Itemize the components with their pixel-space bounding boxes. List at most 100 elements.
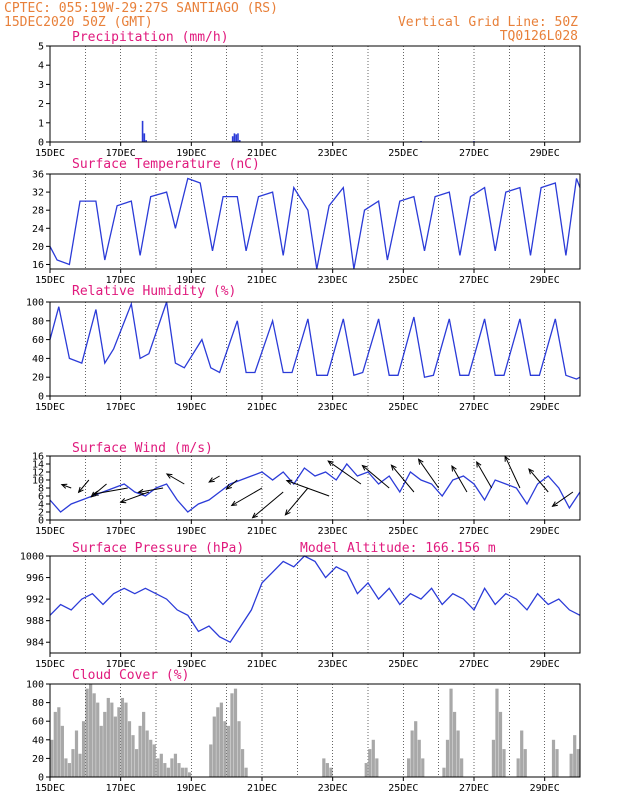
ytick-label-humidity: 100	[26, 298, 44, 309]
bar-cloud	[78, 753, 82, 777]
ytick-label-cloud: 0	[38, 773, 44, 784]
xtick-label-pressure: 27DEC	[459, 659, 489, 670]
panel-humidity: 0 20 40 60 80 100 15DEC 17DEC 19DEC 21DEC 23DEC 25D…	[26, 298, 581, 413]
bar-cloud	[322, 758, 326, 777]
ytick-label-precipitation: 4	[38, 61, 44, 72]
bar-cloud	[212, 716, 216, 777]
wind-vector	[284, 487, 309, 516]
bar-cloud	[407, 758, 411, 777]
bar-cloud	[89, 684, 93, 777]
bar-cloud	[99, 725, 103, 777]
bar-cloud	[127, 721, 132, 777]
bar-cloud	[67, 763, 72, 777]
bar-cloud	[456, 730, 460, 777]
xtick-label-wind: 21DEC	[247, 526, 277, 537]
bar-cloud	[120, 697, 125, 777]
xtick-label-precipitation: 19DEC	[176, 148, 206, 159]
xtick-label-temperature: 15DEC	[35, 275, 65, 286]
plot-frame-precipitation	[49, 45, 581, 143]
bar-cloud	[124, 702, 128, 777]
panel-cloud-title: Cloud Cover (%)	[72, 668, 189, 683]
bar-cloud	[53, 711, 57, 777]
bar-cloud	[103, 711, 107, 777]
bar-cloud	[240, 749, 245, 777]
bar-cloud	[223, 721, 227, 777]
ytick-label-humidity: 80	[32, 316, 44, 327]
bar-cloud	[375, 758, 379, 777]
xtick-label-precipitation: 17DEC	[106, 148, 136, 159]
ytick-label-precipitation: 0	[38, 138, 44, 149]
bar-cloud	[173, 753, 178, 777]
bar-cloud	[449, 688, 453, 777]
wind-vector	[208, 475, 220, 483]
bar-cloud	[421, 758, 425, 777]
wind-vector	[285, 479, 330, 497]
panel-temperature-title: Surface Temperature (nC)	[72, 157, 260, 172]
xtick-label-wind: 15DEC	[35, 526, 65, 537]
wind-vector	[551, 491, 574, 507]
xtick-label-temperature: 19DEC	[176, 275, 206, 286]
bar-cloud	[184, 767, 188, 777]
bar-precipitation	[141, 120, 144, 142]
bar-cloud	[64, 758, 68, 777]
ytick-label-precipitation: 1	[38, 118, 44, 129]
xtick-label-wind: 17DEC	[106, 526, 136, 537]
wind-vector	[390, 464, 415, 493]
ytick-label-humidity: 20	[32, 373, 44, 384]
xtick-label-cloud: 25DEC	[388, 783, 418, 794]
panel-wind-title: Surface Wind (m/s)	[72, 441, 213, 456]
bar-precipitation	[238, 140, 241, 142]
ytick-label-cloud: 60	[32, 717, 44, 728]
bar-cloud	[364, 763, 368, 777]
wind-vector	[476, 460, 493, 489]
xtick-label-humidity: 15DEC	[35, 402, 65, 413]
bar-cloud	[445, 739, 450, 777]
plot-frame-cloud	[49, 683, 581, 778]
xtick-label-humidity: 27DEC	[459, 402, 489, 413]
plot-frame-temperature	[49, 173, 581, 270]
bar-cloud	[219, 702, 223, 777]
wind-vector	[92, 487, 128, 496]
panel-pressure: 984 988 992 996 1000 15DEC 17DEC 19DEC 21DEC 23DE…	[20, 552, 581, 670]
xtick-label-cloud: 19DEC	[176, 783, 206, 794]
wind-vector	[60, 483, 72, 489]
xtick-label-wind: 25DEC	[388, 526, 418, 537]
bar-cloud	[57, 707, 61, 777]
bar-cloud	[142, 711, 146, 777]
header-line1: CPTEC: 055:19W-29:27S SANTIAGO (RS)	[4, 1, 278, 16]
wind-vector	[327, 460, 362, 485]
bar-cloud	[230, 693, 234, 777]
bar-cloud	[166, 767, 170, 777]
series-line-wind	[49, 462, 581, 513]
xtick-label-humidity: 25DEC	[388, 402, 418, 413]
ytick-label-cloud: 40	[32, 735, 44, 746]
bar-cloud	[569, 753, 573, 777]
bar-cloud	[145, 730, 149, 777]
bar-cloud	[106, 697, 110, 777]
bar-cloud	[110, 702, 114, 777]
ytick-label-precipitation: 2	[38, 99, 44, 110]
xtick-label-precipitation: 27DEC	[459, 148, 489, 159]
xtick-label-temperature: 23DEC	[318, 275, 348, 286]
xtick-label-precipitation: 21DEC	[247, 148, 277, 159]
ytick-label-precipitation: 5	[38, 42, 44, 53]
bar-cloud	[163, 763, 167, 777]
ytick-label-temperature: 20	[32, 242, 44, 253]
wind-vector	[528, 468, 549, 493]
ytick-label-pressure: 984	[26, 638, 44, 649]
bar-cloud	[502, 749, 506, 777]
bar-cloud	[442, 767, 446, 777]
bar-cloud	[325, 763, 329, 777]
xtick-label-pressure: 25DEC	[388, 659, 418, 670]
ytick-label-precipitation: 3	[38, 80, 44, 91]
wind-vector	[251, 491, 284, 519]
bar-precipitation	[231, 136, 234, 142]
ytick-label-wind: 14	[32, 460, 44, 471]
ytick-label-pressure: 988	[26, 616, 44, 627]
xtick-label-wind: 29DEC	[530, 526, 560, 537]
ytick-label-temperature: 36	[32, 170, 44, 181]
header-code: TQ0126L028	[500, 29, 578, 44]
xtick-label-humidity: 17DEC	[106, 402, 136, 413]
xtick-label-humidity: 21DEC	[247, 402, 277, 413]
bar-cloud	[573, 735, 577, 777]
